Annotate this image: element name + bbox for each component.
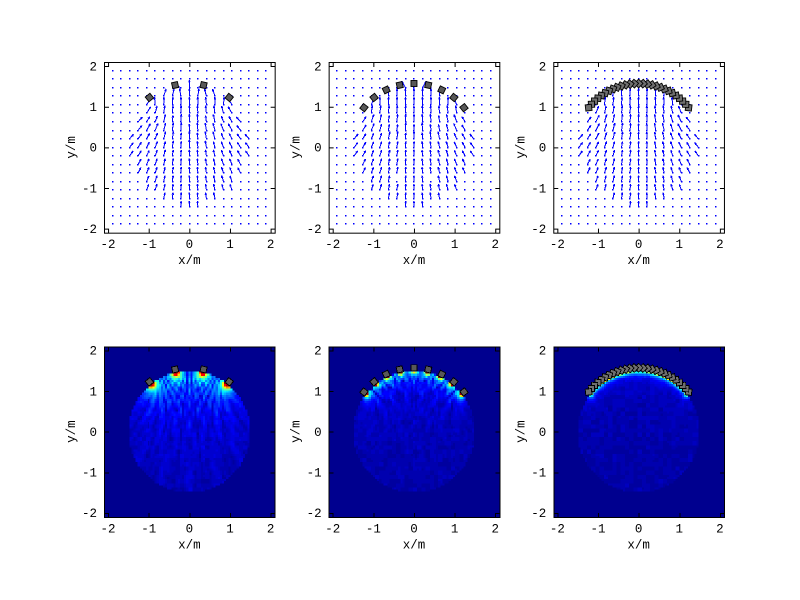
svg-text:-1: -1 [531, 467, 546, 481]
svg-text:1: 1 [314, 385, 322, 399]
svg-text:x/m: x/m [403, 538, 426, 552]
svg-text:0: 0 [186, 522, 194, 536]
svg-text:0: 0 [89, 142, 97, 156]
svg-text:y/m: y/m [290, 136, 304, 159]
svg-text:1: 1 [539, 101, 547, 115]
svg-text:x/m: x/m [178, 538, 201, 552]
svg-text:x/m: x/m [627, 254, 650, 268]
svg-text:1: 1 [314, 101, 322, 115]
svg-text:-1: -1 [82, 182, 97, 196]
svg-text:0: 0 [410, 238, 418, 252]
svg-text:1: 1 [226, 522, 234, 536]
svg-text:-1: -1 [366, 522, 381, 536]
svg-text:y/m: y/m [514, 136, 528, 159]
svg-text:0: 0 [635, 238, 643, 252]
svg-text:y/m: y/m [514, 420, 528, 443]
svg-text:-2: -2 [325, 522, 340, 536]
svg-text:1: 1 [539, 385, 547, 399]
svg-text:2: 2 [89, 345, 97, 359]
svg-text:-1: -1 [590, 238, 605, 252]
svg-text:x/m: x/m [627, 538, 650, 552]
svg-text:2: 2 [267, 238, 275, 252]
svg-text:-1: -1 [82, 467, 97, 481]
svg-text:-1: -1 [141, 238, 156, 252]
svg-text:1: 1 [451, 238, 459, 252]
svg-text:1: 1 [89, 385, 97, 399]
svg-text:-2: -2 [101, 522, 116, 536]
svg-text:1: 1 [451, 522, 459, 536]
svg-text:2: 2 [716, 238, 724, 252]
svg-text:2: 2 [314, 345, 322, 359]
svg-text:-1: -1 [531, 182, 546, 196]
svg-text:-1: -1 [590, 522, 605, 536]
svg-text:-1: -1 [141, 522, 156, 536]
svg-text:-2: -2 [531, 507, 546, 521]
svg-text:1: 1 [89, 101, 97, 115]
svg-text:2: 2 [314, 60, 322, 74]
svg-text:-2: -2 [82, 507, 97, 521]
svg-text:-1: -1 [307, 182, 322, 196]
svg-text:2: 2 [491, 238, 499, 252]
svg-text:1: 1 [226, 238, 234, 252]
svg-text:y/m: y/m [65, 420, 79, 443]
svg-text:-2: -2 [550, 238, 565, 252]
svg-text:1: 1 [675, 238, 683, 252]
svg-text:-2: -2 [531, 223, 546, 237]
svg-text:0: 0 [314, 142, 322, 156]
svg-text:0: 0 [314, 426, 322, 440]
svg-text:-1: -1 [366, 238, 381, 252]
svg-text:0: 0 [539, 426, 547, 440]
svg-text:2: 2 [491, 522, 499, 536]
svg-text:0: 0 [635, 522, 643, 536]
svg-text:-2: -2 [307, 223, 322, 237]
svg-text:2: 2 [267, 522, 275, 536]
svg-text:0: 0 [89, 426, 97, 440]
svg-text:-2: -2 [307, 507, 322, 521]
svg-text:-2: -2 [101, 238, 116, 252]
svg-text:y/m: y/m [65, 136, 79, 159]
svg-text:1: 1 [675, 522, 683, 536]
svg-text:-2: -2 [82, 223, 97, 237]
svg-text:-1: -1 [307, 467, 322, 481]
svg-text:2: 2 [716, 522, 724, 536]
svg-text:0: 0 [410, 522, 418, 536]
svg-text:0: 0 [539, 142, 547, 156]
svg-text:y/m: y/m [290, 420, 304, 443]
svg-text:2: 2 [539, 60, 547, 74]
svg-text:2: 2 [539, 345, 547, 359]
svg-text:-2: -2 [550, 522, 565, 536]
svg-text:0: 0 [186, 238, 194, 252]
svg-text:x/m: x/m [178, 254, 201, 268]
svg-text:x/m: x/m [403, 254, 426, 268]
svg-text:2: 2 [89, 60, 97, 74]
svg-text:-2: -2 [325, 238, 340, 252]
